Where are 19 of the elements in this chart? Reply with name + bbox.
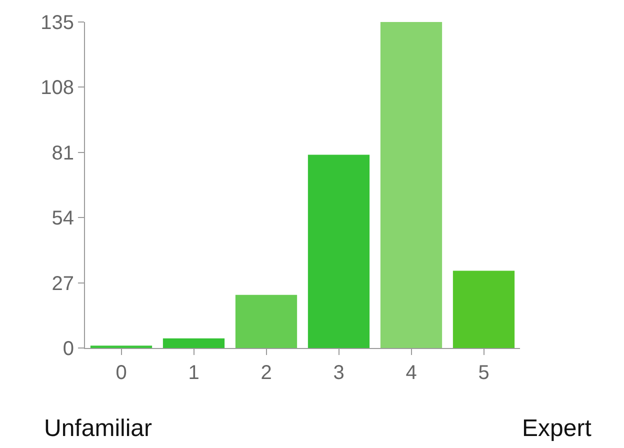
bar [380, 22, 442, 348]
x-tick-label: 5 [478, 362, 490, 384]
y-tick-label: 0 [62, 338, 74, 360]
x-tick-label: 1 [188, 362, 200, 384]
text: Unfamiliar [44, 415, 152, 442]
y-tick-label: 54 [52, 208, 74, 230]
bar [162, 338, 225, 348]
x-tick-label: 4 [406, 362, 417, 384]
x-tick-label: 3 [333, 362, 344, 384]
y-tick-label: 81 [52, 142, 74, 164]
bar [308, 154, 370, 348]
x-tick-label: 0 [116, 362, 127, 384]
x-tick-label: 2 [260, 362, 272, 384]
bar [452, 270, 515, 348]
y-tick-label: 135 [40, 12, 74, 34]
y-tick-label: 27 [52, 272, 74, 295]
bar [235, 294, 298, 348]
text: Expert [522, 415, 592, 442]
y-tick-label: 108 [40, 77, 74, 100]
